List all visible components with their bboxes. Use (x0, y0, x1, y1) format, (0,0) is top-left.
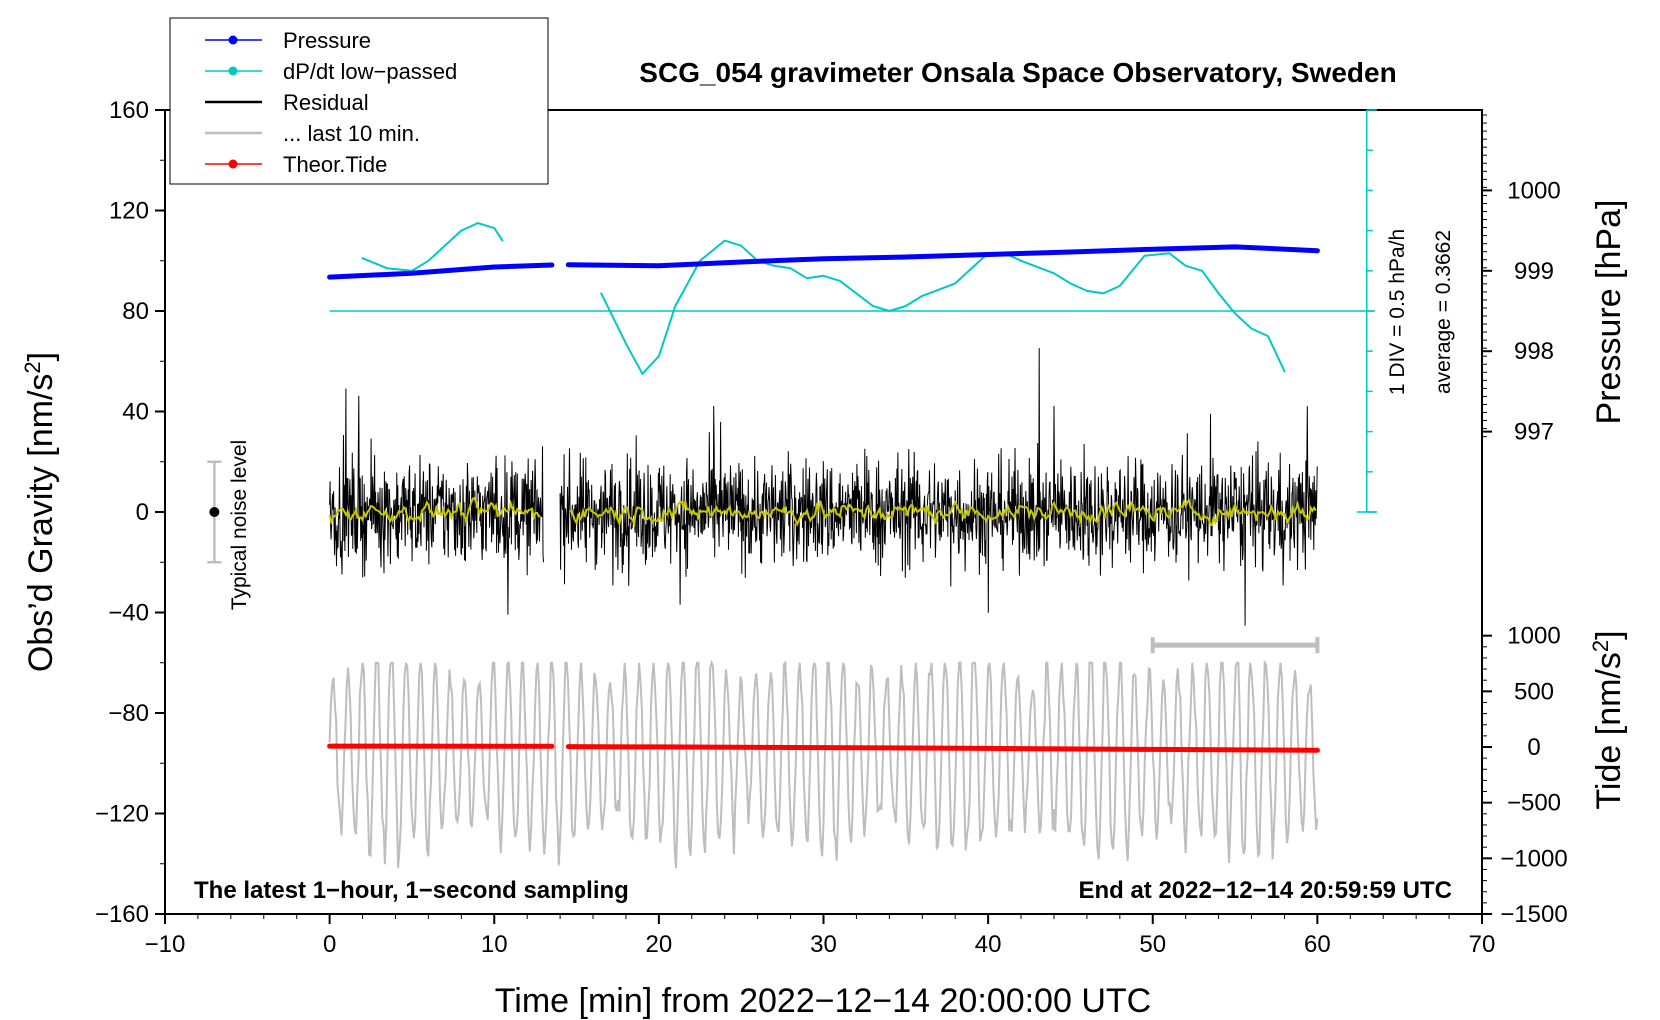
residual-smoothed-line (569, 498, 1317, 528)
legend-swatch-marker (228, 35, 238, 45)
legend-swatch-marker (228, 66, 238, 76)
x-tick-label: 70 (1469, 931, 1496, 958)
tide-tick-label: 500 (1514, 678, 1554, 705)
legend-label: Pressure (283, 28, 371, 53)
x-tick-label: 30 (810, 931, 837, 958)
dpdt-line (361, 222, 504, 272)
dpdt-line (600, 239, 1286, 375)
x-tick-label: 60 (1304, 931, 1331, 958)
pressure-line (565, 244, 1320, 269)
x-axis-title: Time [min] from 2022−12−14 20:00:00 UTC (495, 982, 1151, 1020)
tide-tick-label: 1000 (1507, 623, 1560, 650)
y-axis-title-tide-main: Tide [nm/s (1590, 652, 1628, 809)
y-axis-title-tide-end: ] (1590, 630, 1628, 639)
pressure-tick-label: 1000 (1507, 177, 1560, 204)
annotation-layer (207, 460, 1320, 654)
y-axis-title-pressure: Pressure [hPa] (1590, 200, 1628, 425)
axes-layer: −10 0 10 20 30 40 50 60 70 160 120 80 40 0 −40 −80 −120 −… (95, 97, 1568, 958)
tide-tick-label: −500 (1507, 790, 1561, 817)
residual-line (329, 388, 544, 615)
y-tick-label: 40 (122, 399, 149, 426)
dpdt-layer (329, 109, 1377, 513)
x-tick-label: 10 (481, 931, 508, 958)
y-tick-label: −120 (95, 801, 149, 828)
pressure-line (327, 262, 555, 280)
residual-smoothed-layer (328, 496, 1317, 528)
note-end-time: End at 2022−12−14 20:59:59 UTC (1078, 877, 1452, 904)
y-axis-title-tide: Tide [nm/s2] (1588, 630, 1629, 809)
last-10-min-layer (328, 659, 1319, 869)
x-tick-label: 40 (975, 931, 1002, 958)
chart-title: SCG_054 gravimeter Onsala Space Observat… (639, 57, 1396, 88)
x-tick-label: −10 (145, 931, 186, 958)
x-tick-label: 20 (646, 931, 673, 958)
y-tick-label: −40 (108, 600, 149, 627)
y-tick-label: 80 (122, 298, 149, 325)
pressure-tick-label: 999 (1514, 258, 1554, 285)
y-tick-label: 160 (109, 97, 149, 124)
tide-line (565, 744, 1320, 753)
y-tick-label: 120 (109, 198, 149, 225)
y-tick-label: 0 (136, 499, 149, 526)
residual-line (559, 348, 1318, 626)
tide-tick-label: −1000 (1500, 845, 1567, 872)
pressure-tick-label: 998 (1514, 338, 1554, 365)
y-tick-label: −160 (95, 901, 149, 928)
y-axis-title-gravity-main: Obs’d Gravity [nm/s (22, 374, 60, 673)
x-tick-label: 50 (1139, 931, 1166, 958)
tide-tick-label: 0 (1527, 734, 1540, 761)
y-axis-title-gravity: Obs’d Gravity [nm/s2] (20, 352, 61, 672)
y-axis-title-gravity-sup: 2 (20, 361, 45, 373)
y-axis-title-tide-sup: 2 (1588, 640, 1613, 652)
y-tick-label: −80 (108, 700, 149, 727)
legend-label: Residual (283, 90, 369, 115)
noise-bar-dot (209, 507, 220, 517)
noise-level-label: Typical noise level (228, 440, 251, 610)
pressure-tick-label: 997 (1514, 419, 1554, 446)
tide-layer (327, 743, 1320, 753)
legend-label: ... last 10 min. (283, 121, 420, 146)
residual-layer (329, 348, 1318, 626)
pressure-layer (327, 244, 1320, 280)
legend-label: Theor.Tide (283, 152, 387, 177)
y-axis-title-gravity-end: ] (22, 352, 60, 361)
last-10-min-line (328, 659, 1319, 869)
note-sampling: The latest 1−hour, 1−second sampling (194, 877, 629, 904)
legend-label: dP/dt low−passed (283, 59, 457, 84)
x-tick-label: 0 (323, 931, 336, 958)
residual-smoothed-line (328, 496, 541, 526)
legend-swatch-marker (228, 159, 238, 169)
dpdt-average-label: average = 0.3662 (1432, 230, 1455, 394)
legend: Pressure dP/dt low−passed Residual ... last… (169, 17, 549, 185)
dpdt-div-label: 1 DIV = 0.5 hPa/h (1386, 229, 1409, 395)
tide-tick-label: −1500 (1500, 901, 1567, 928)
